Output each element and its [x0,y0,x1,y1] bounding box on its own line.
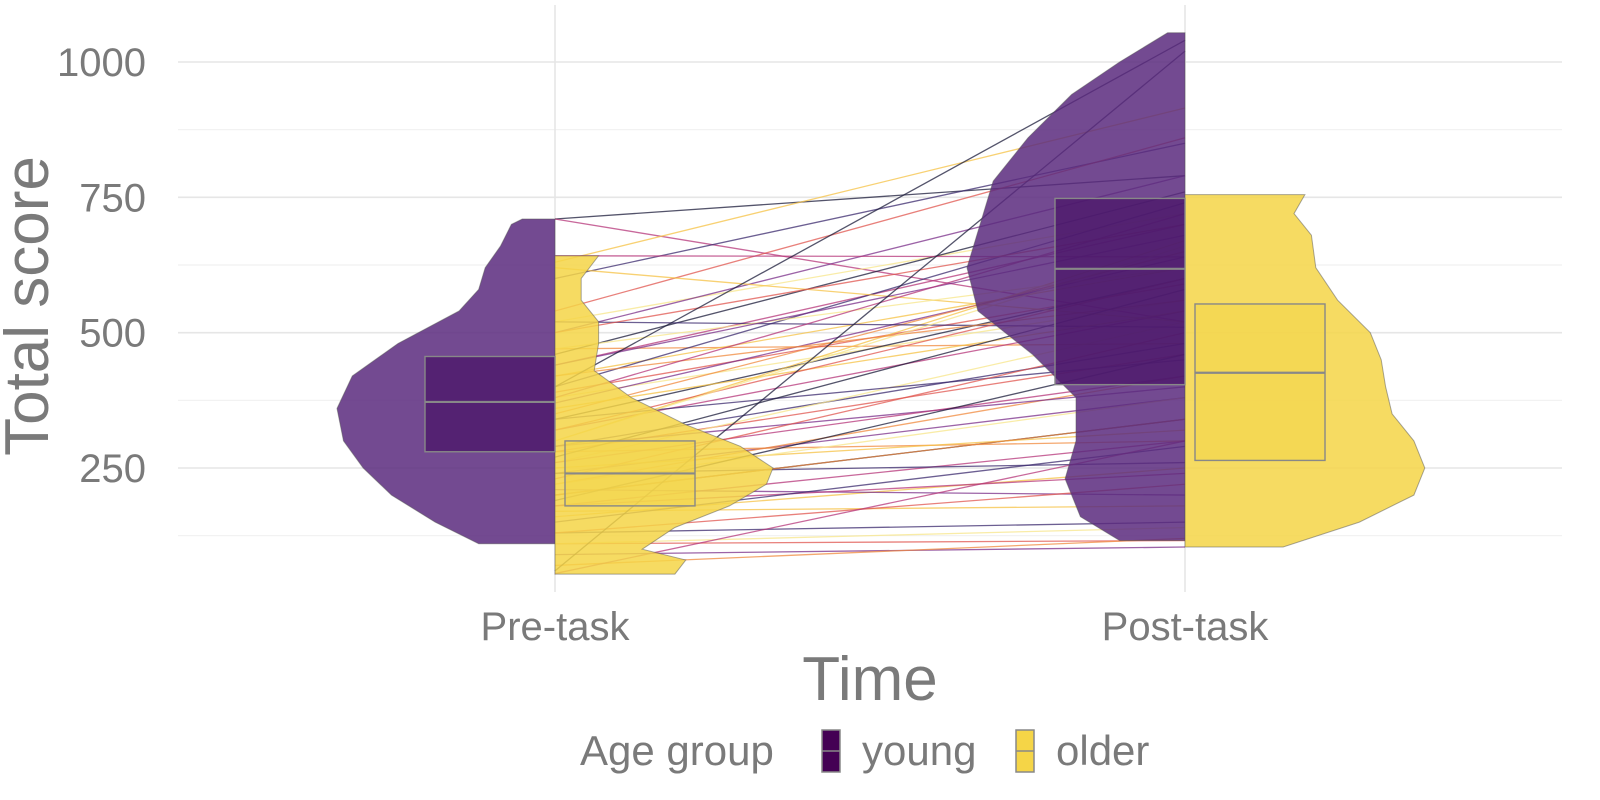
y-tick-label: 500 [79,312,146,356]
y-tick-label: 250 [79,447,146,491]
boxplots [424,197,1326,507]
y-tick-label: 750 [79,176,146,220]
x-tick-label: Post-task [1102,605,1270,649]
x-tick-labels: Pre-task Post-task [481,605,1270,649]
y-tick-label: 1000 [57,41,146,85]
paired-line [554,539,1186,545]
paired-line [554,526,1186,545]
x-axis-title: Time [802,645,937,714]
box-young-pre-task [424,355,556,453]
legend-label-young: young [862,727,976,774]
box-young-post-task [1054,197,1186,386]
legend: Age group young older [580,727,1149,774]
legend-label-older: older [1056,727,1149,774]
legend-title: Age group [580,727,774,774]
y-axis-title: Total score [0,156,62,456]
y-tick-labels: 250 500 750 1000 [57,41,146,491]
box-older-post-task [1194,303,1326,462]
x-tick-label: Pre-task [481,605,631,649]
